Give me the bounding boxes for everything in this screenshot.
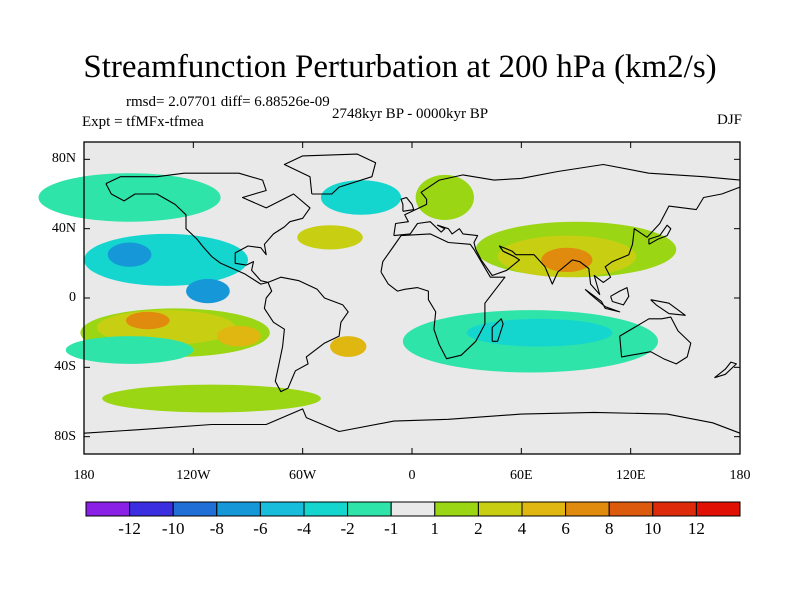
colorbar-swatch: [259, 501, 305, 517]
colorbar-swatch: [521, 501, 567, 517]
colorbar-label: -10: [161, 519, 185, 538]
colorbar-swatch: [172, 501, 218, 517]
colorbar-swatch: [695, 501, 741, 517]
coastline-indonesia: [584, 288, 621, 313]
lat-label: 80S: [54, 428, 76, 444]
coastline-africa: [380, 233, 506, 360]
colorbar: [85, 501, 741, 517]
colorbar-swatch: [652, 501, 697, 517]
anomaly-south-america-high: [217, 325, 261, 347]
colorbar-label: 1: [430, 519, 440, 538]
colorbar-swatch: [216, 501, 261, 517]
coastline-antarctica: [83, 408, 741, 434]
colorbar-swatch: [565, 501, 610, 517]
colorbar-swatch: [434, 501, 479, 517]
anomaly-north-pacific-low-core: [107, 242, 152, 267]
lon-label: 120W: [176, 468, 211, 483]
lon-label: 0: [408, 468, 416, 483]
lon-label: 60E: [510, 468, 533, 483]
coastline-south-america: [263, 276, 349, 393]
colorbar-label: -6: [253, 519, 268, 538]
colorbar-swatch: [129, 501, 174, 517]
coastline-new-zealand: [714, 361, 737, 379]
colorbar-swatch: [477, 501, 523, 517]
colorbar-label: 6: [561, 519, 570, 538]
colorbar-swatch: [303, 501, 349, 517]
anomaly-atlantic-high: [297, 225, 363, 250]
coastline-arabia-gulf: [499, 245, 515, 257]
colorbar-swatch: [347, 501, 392, 517]
anomaly-south-pacific-high-core: [125, 311, 170, 330]
lat-label: 80N: [51, 151, 76, 167]
coastlines: [83, 153, 741, 434]
colorbar-label: -8: [209, 519, 224, 538]
colorbar-label: 12: [687, 519, 705, 538]
anomaly-north-pacific-low-outer: [84, 233, 248, 286]
lat-label: 40S: [54, 359, 76, 375]
lon-label: 60W: [289, 468, 317, 483]
colorbar-swatch: [390, 501, 436, 517]
coastline-greenland: [283, 153, 377, 195]
anomaly-fills: [38, 173, 677, 413]
stats-line: rmsd= 2.07701 diff= 6.88526e-09: [126, 94, 330, 110]
anomaly-south-asia-high-core: [541, 247, 593, 272]
anomaly-europe-high: [415, 174, 474, 220]
colorbar-label: 8: [604, 519, 614, 538]
lon-label: 180: [729, 468, 751, 483]
colorbar-label: -12: [118, 519, 141, 538]
coastline-uk: [400, 196, 415, 212]
anomaly-southern-ocean-high: [102, 384, 321, 413]
lat-label: 40N: [51, 220, 76, 236]
colorbar-label: -4: [296, 519, 312, 538]
plot-title: Streamfunction Perturbation at 200 hPa (…: [83, 49, 717, 85]
colorbar-label: -1: [384, 519, 399, 538]
colorbar-label: 2: [474, 519, 483, 538]
colorbar-swatch: [85, 501, 131, 517]
colorbar-swatch: [608, 501, 654, 517]
anomaly-greenland-low: [320, 180, 402, 215]
season-label: DJF: [716, 112, 742, 128]
colorbar-label: 10: [644, 519, 662, 538]
coastline-australia: [619, 316, 692, 365]
coastline-japan: [648, 224, 672, 245]
anomaly-mexico-low: [186, 278, 230, 304]
coastline-madagascar: [491, 318, 504, 342]
axis-ticks: [83, 142, 741, 454]
lon-label: 120E: [615, 468, 646, 483]
coastline-new-guinea: [650, 299, 686, 316]
anomaly-south-pacific-band: [65, 336, 194, 364]
anomaly-southern-indian-low-core: [466, 318, 613, 347]
coastline-borneo: [610, 287, 630, 306]
lon-label: 180: [73, 468, 95, 483]
colorbar-label: 4: [517, 519, 527, 538]
coastline-north-america: [105, 172, 311, 285]
experiment-label: Expt = tfMFx-tfmea: [82, 114, 204, 130]
period-label: 2748kyr BP - 0000kyr BP: [331, 106, 489, 122]
colorbar-label: -2: [340, 519, 355, 538]
anomaly-south-atlantic-high: [330, 336, 367, 357]
lat-label: 0: [69, 290, 76, 305]
coastline-eurasia: [393, 163, 741, 296]
